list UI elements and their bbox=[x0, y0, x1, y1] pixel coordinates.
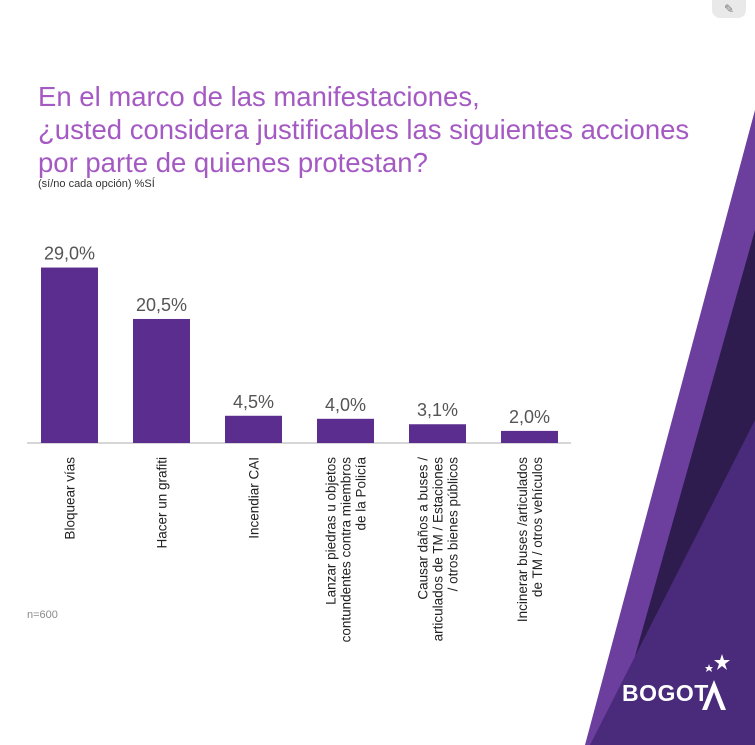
bar bbox=[225, 415, 282, 443]
x-tick-label: Hacer un grafiti bbox=[155, 457, 170, 549]
x-tick-label-line: de TM / otros vehículos bbox=[530, 457, 545, 597]
title-line-1: En el marco de las manifestaciones, bbox=[38, 81, 480, 112]
x-tick-label-line: Lanzar piedras u objetos bbox=[324, 457, 339, 605]
data-label: 4,5% bbox=[233, 392, 274, 412]
x-tick-label-line: articulados de TM / Estaciones bbox=[431, 457, 446, 642]
bogota-logo: BOGOT bbox=[622, 652, 737, 712]
x-tick-label-line: contundentes contra miembros bbox=[339, 457, 354, 643]
title-line-3: por parte de quienes protestan? bbox=[38, 147, 428, 178]
x-tick-label-line: de la Policía bbox=[354, 457, 369, 531]
bar bbox=[317, 418, 374, 443]
x-tick-label-line: Hacer un grafiti bbox=[155, 457, 170, 549]
title-line-2: ¿usted considera justificables las sigui… bbox=[38, 114, 690, 145]
x-tick-label-line: Bloquear vías bbox=[63, 457, 78, 540]
sample-size-note: n=600 bbox=[27, 609, 58, 621]
star-a-icon bbox=[702, 654, 730, 710]
bar bbox=[409, 424, 466, 443]
bg-mid-band bbox=[590, 420, 755, 745]
x-tick-label-line: Incendiar CAI bbox=[247, 457, 262, 539]
x-tick-label: Causar daños a buses /articulados de TM … bbox=[416, 457, 461, 642]
chart-subtitle: (sí/no cada opción) %SÍ bbox=[38, 178, 155, 190]
x-tick-label: Bloquear vías bbox=[63, 457, 78, 540]
data-label: 4,0% bbox=[325, 395, 366, 415]
bar bbox=[41, 267, 98, 443]
bar bbox=[501, 430, 558, 443]
x-tick-label: Incinerar buses /articuladosde TM / otro… bbox=[515, 457, 545, 622]
data-label: 20,5% bbox=[136, 295, 187, 315]
data-label: 3,1% bbox=[417, 400, 458, 420]
bar bbox=[133, 318, 190, 443]
data-label: 2,0% bbox=[509, 407, 550, 427]
x-tick-label-line: Causar daños a buses / bbox=[416, 457, 431, 600]
x-tick-label: Lanzar piedras u objetoscontundentes con… bbox=[324, 457, 369, 643]
chart-title: En el marco de las manifestaciones, ¿ust… bbox=[38, 80, 689, 179]
data-label: 29,0% bbox=[44, 244, 95, 264]
x-tick-label: Incendiar CAI bbox=[247, 457, 262, 539]
x-tick-label-line: / otros bienes públicos bbox=[446, 457, 461, 592]
tools-icon[interactable]: ✎ bbox=[712, 0, 746, 18]
logo-text: BOGOT bbox=[622, 680, 709, 706]
x-tick-label-line: Incinerar buses /articulados bbox=[515, 457, 530, 622]
